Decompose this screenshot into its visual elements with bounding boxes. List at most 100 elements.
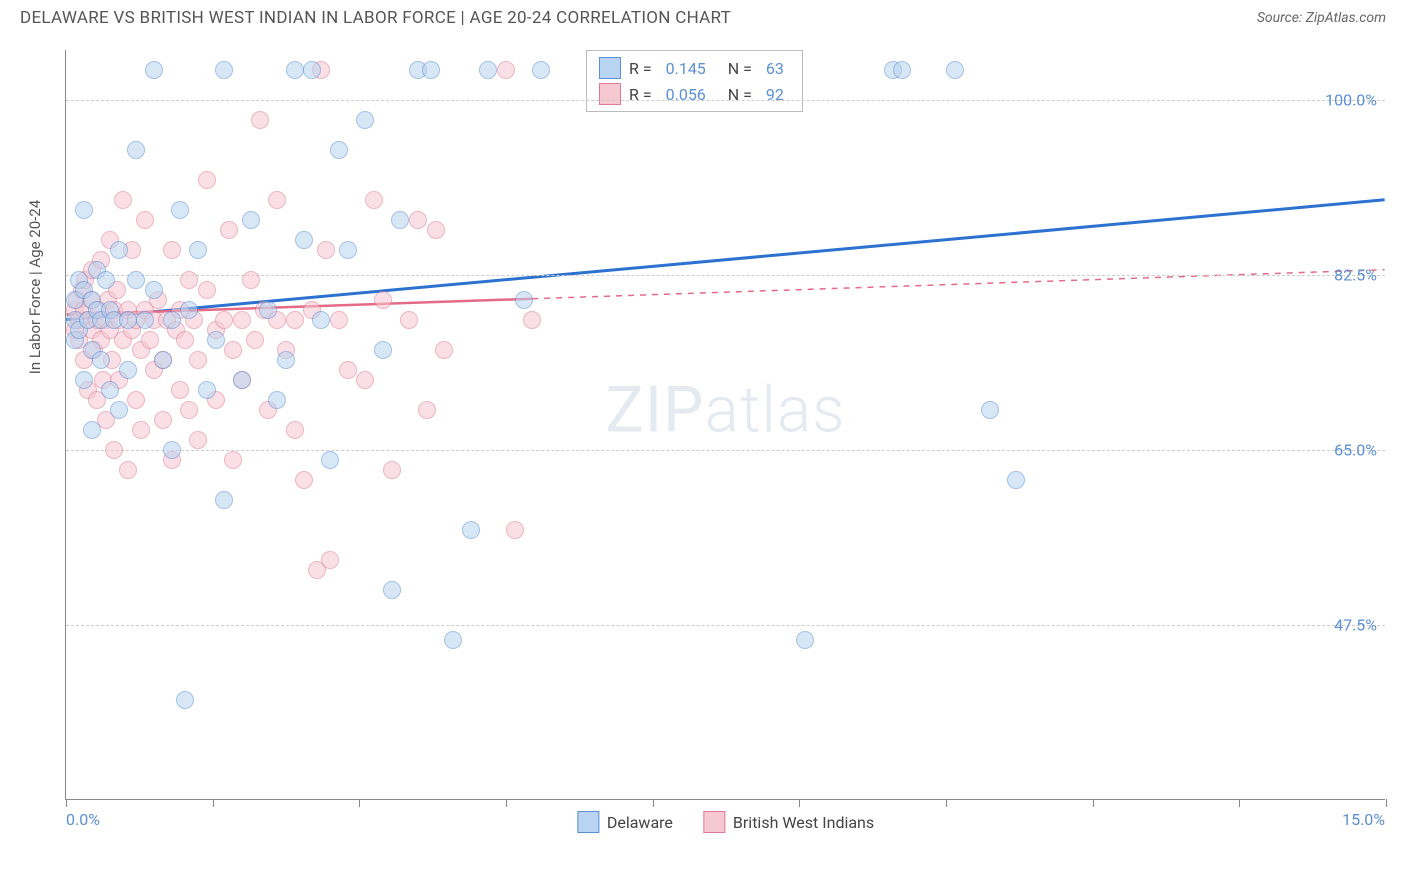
scatter-point <box>317 241 335 259</box>
scatter-point <box>233 371 251 389</box>
scatter-point <box>224 341 242 359</box>
scatter-point <box>418 401 436 419</box>
scatter-point <box>374 291 392 309</box>
scatter-point <box>479 61 497 79</box>
scatter-point <box>154 351 172 369</box>
scatter-point <box>171 201 189 219</box>
scatter-point <box>400 311 418 329</box>
scatter-point <box>105 441 123 459</box>
gridline-h <box>66 450 1385 451</box>
scatter-point <box>796 631 814 649</box>
x-tick <box>799 799 800 807</box>
legend-item-bwi: British West Indians <box>703 811 874 833</box>
scatter-point <box>198 381 216 399</box>
watermark-atlas: atlas <box>705 372 846 447</box>
y-tick-label: 47.5% <box>1334 616 1377 635</box>
scatter-point <box>114 191 132 209</box>
x-tick <box>66 799 67 807</box>
scatter-point <box>321 451 339 469</box>
legend-swatch-delaware <box>577 811 599 833</box>
scatter-point <box>339 361 357 379</box>
scatter-point <box>224 451 242 469</box>
scatter-point <box>127 391 145 409</box>
x-tick <box>359 799 360 807</box>
scatter-point <box>136 311 154 329</box>
scatter-point <box>75 371 93 389</box>
y-tick-label: 82.5% <box>1334 266 1377 285</box>
scatter-point <box>286 311 304 329</box>
legend-label-delaware: Delaware <box>607 813 673 832</box>
scatter-point <box>427 221 445 239</box>
scatter-point <box>295 471 313 489</box>
scatter-point <box>268 191 286 209</box>
scatter-point <box>409 211 427 229</box>
scatter-point <box>97 271 115 289</box>
scatter-point <box>286 61 304 79</box>
legend-item-delaware: Delaware <box>577 811 673 833</box>
scatter-point <box>946 61 964 79</box>
scatter-point <box>198 281 216 299</box>
watermark: ZIPatlas <box>605 372 845 447</box>
scatter-point <box>295 231 313 249</box>
scatter-point <box>83 421 101 439</box>
stats-row-delaware: R = 0.145 N = 63 <box>599 55 790 81</box>
scatter-point <box>506 521 524 539</box>
scatter-point <box>391 211 409 229</box>
scatter-point <box>75 201 93 219</box>
scatter-point <box>339 241 357 259</box>
swatch-bwi <box>599 83 621 105</box>
gridline-h <box>66 100 1385 101</box>
x-tick <box>946 799 947 807</box>
scatter-point <box>136 211 154 229</box>
scatter-point <box>132 421 150 439</box>
scatter-point <box>435 341 453 359</box>
x-tick <box>1093 799 1094 807</box>
chart-container: In Labor Force | Age 20-24 ZIPatlas R = … <box>45 40 1385 830</box>
scatter-point <box>163 241 181 259</box>
scatter-point <box>189 241 207 259</box>
series-legend: Delaware British West Indians <box>577 811 874 833</box>
y-tick-label: 100.0% <box>1325 91 1377 110</box>
scatter-point <box>277 351 295 369</box>
scatter-point <box>141 331 159 349</box>
scatter-point <box>171 381 189 399</box>
stats-row-bwi: R = 0.056 N = 92 <box>599 81 790 107</box>
scatter-point <box>198 171 216 189</box>
scatter-point <box>497 61 515 79</box>
scatter-point <box>374 341 392 359</box>
scatter-point <box>215 491 233 509</box>
x-tick <box>213 799 214 807</box>
scatter-point <box>119 361 137 379</box>
scatter-point <box>110 241 128 259</box>
legend-swatch-bwi <box>703 811 725 833</box>
x-axis-max-label: 15.0% <box>1342 810 1385 829</box>
scatter-point <box>422 61 440 79</box>
scatter-point <box>286 421 304 439</box>
scatter-point <box>259 301 277 319</box>
scatter-point <box>163 441 181 459</box>
scatter-point <box>127 141 145 159</box>
scatter-point <box>330 311 348 329</box>
scatter-point <box>303 61 321 79</box>
x-tick <box>1239 799 1240 807</box>
scatter-point <box>180 271 198 289</box>
x-tick <box>1386 799 1387 807</box>
scatter-point <box>215 311 233 329</box>
scatter-point <box>268 391 286 409</box>
scatter-point <box>383 581 401 599</box>
stats-r-value-0: 0.145 <box>666 59 706 78</box>
scatter-point <box>1007 471 1025 489</box>
scatter-point <box>330 141 348 159</box>
source-attribution: Source: ZipAtlas.com <box>1257 10 1386 26</box>
scatter-point <box>462 521 480 539</box>
x-tick <box>506 799 507 807</box>
scatter-point <box>180 301 198 319</box>
scatter-point <box>356 111 374 129</box>
scatter-point <box>215 61 233 79</box>
scatter-point <box>242 271 260 289</box>
scatter-point <box>145 61 163 79</box>
watermark-zip: ZIP <box>605 372 704 447</box>
scatter-point <box>119 461 137 479</box>
stats-n-value-0: 63 <box>766 59 784 78</box>
scatter-point <box>207 331 225 349</box>
